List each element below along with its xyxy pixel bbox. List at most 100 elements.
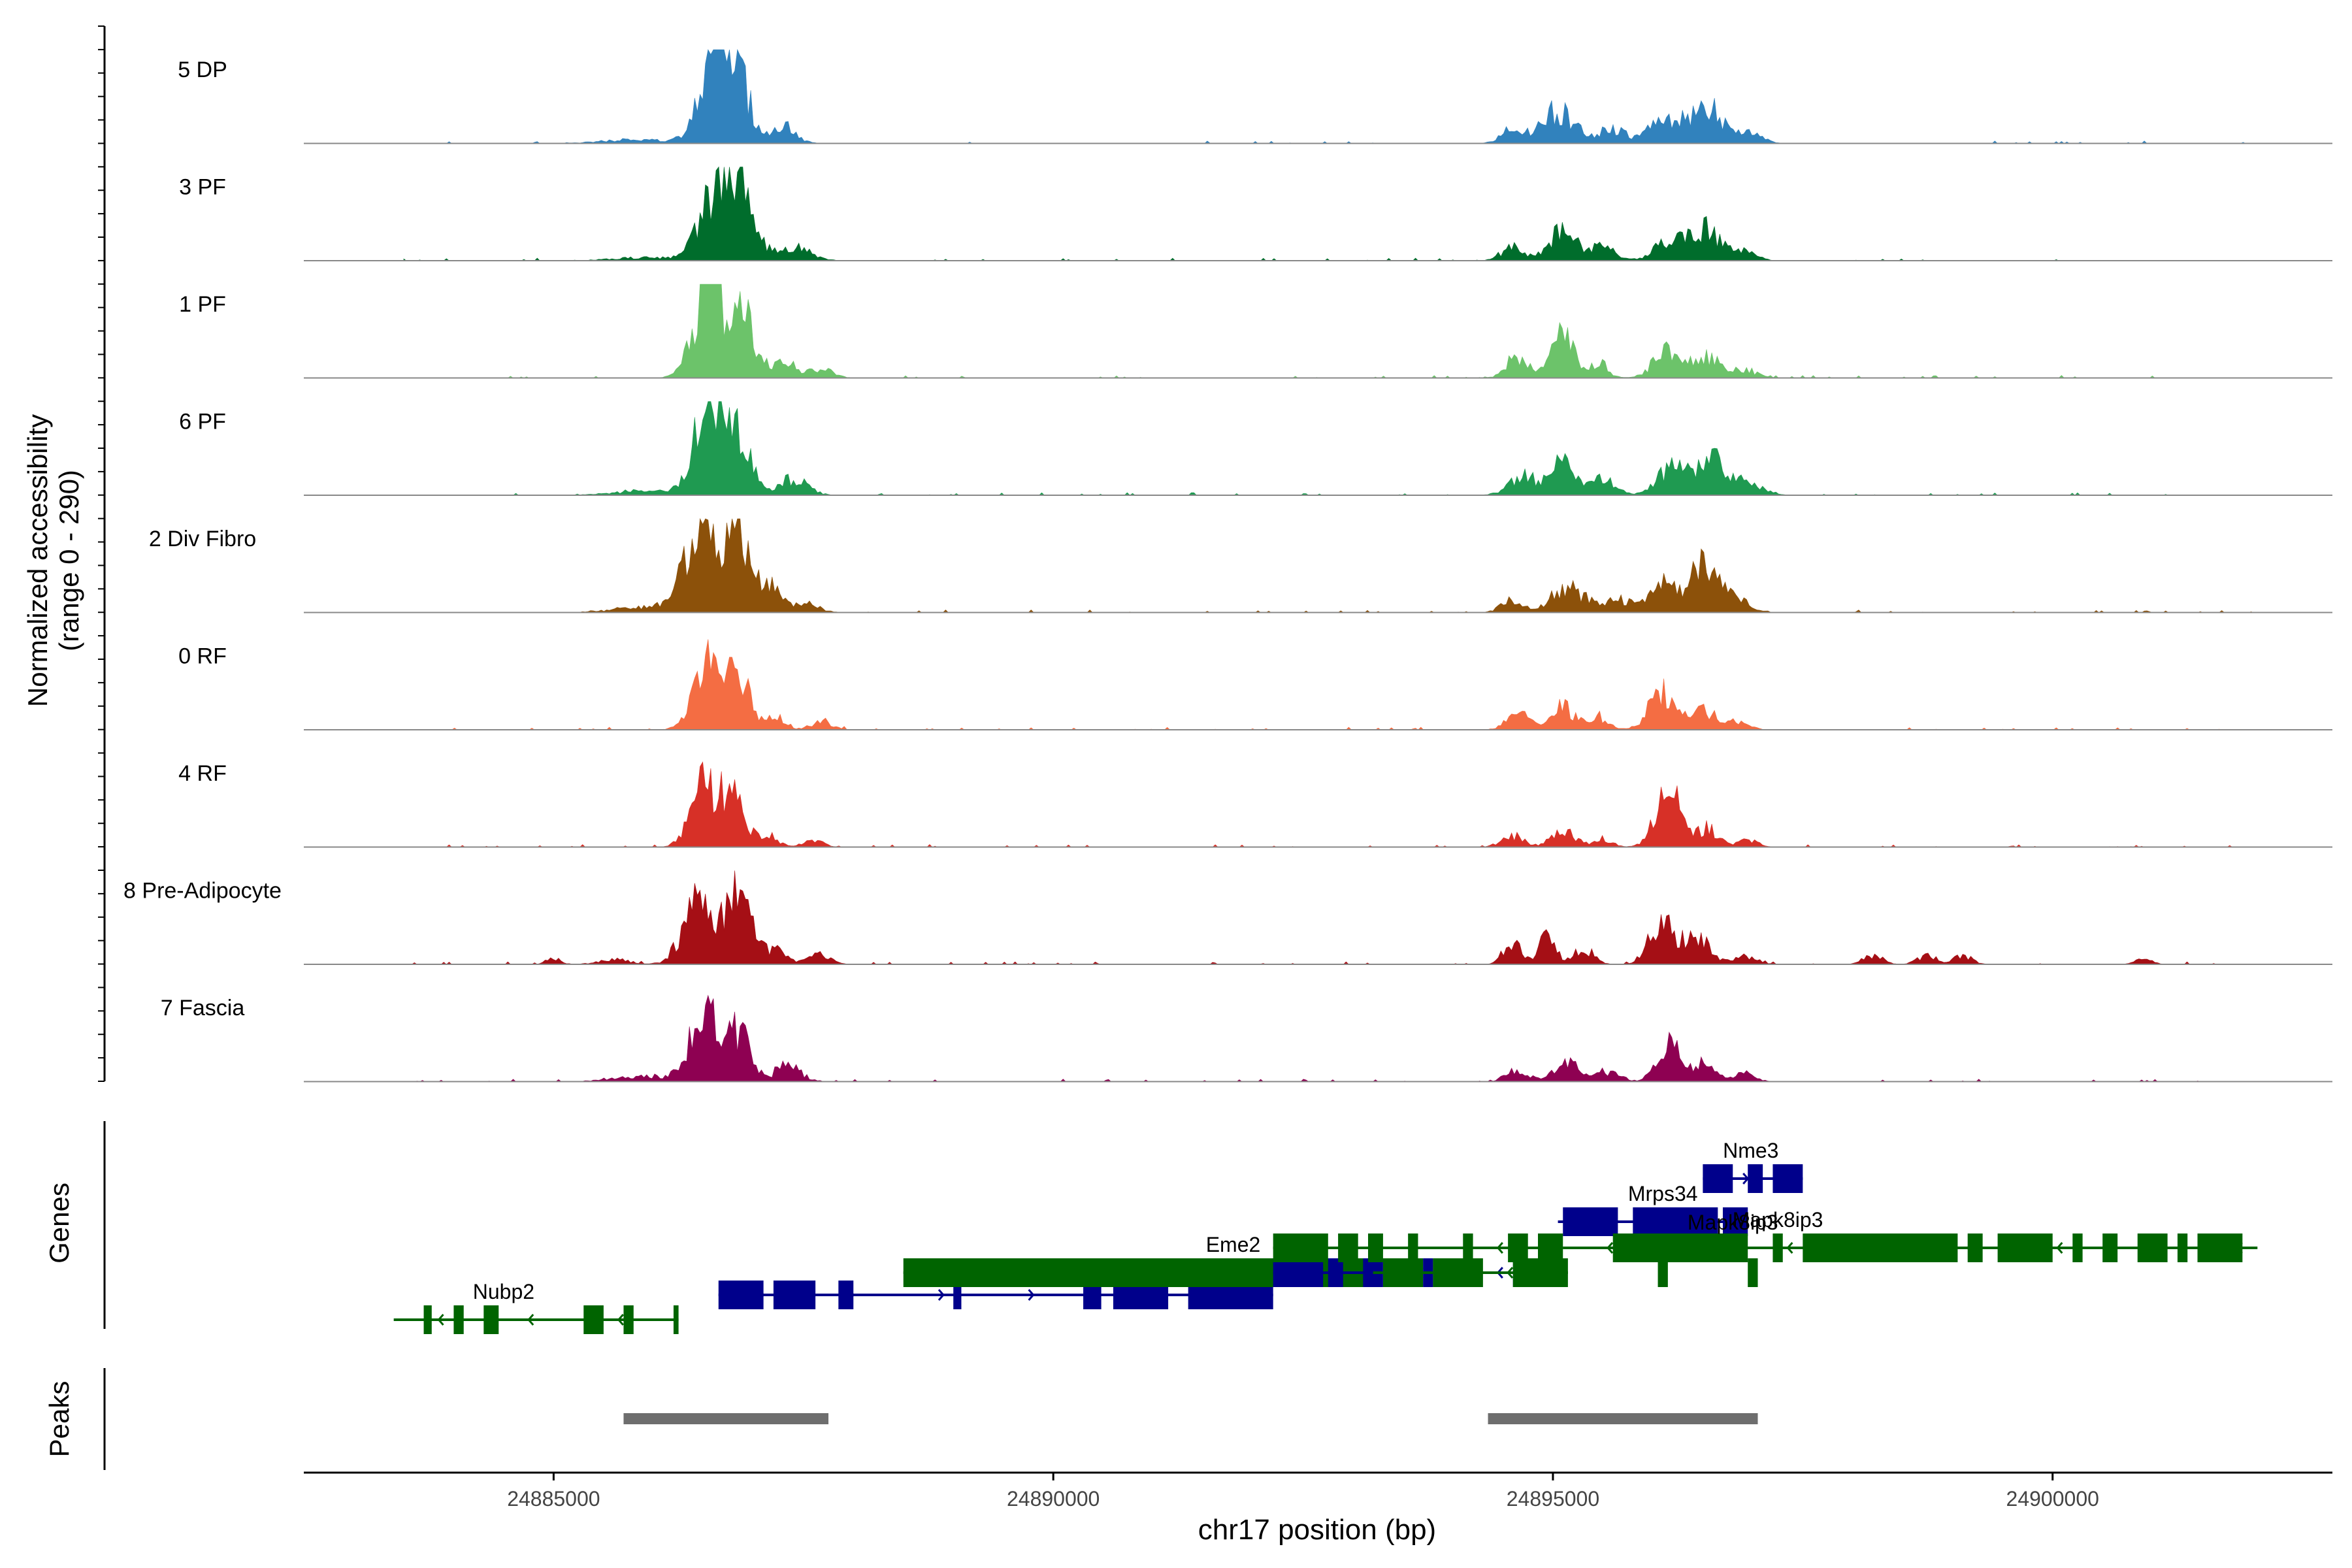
gene-exon bbox=[1563, 1207, 1618, 1236]
strand-arrow bbox=[938, 1289, 945, 1301]
track-label: 6 PF bbox=[179, 410, 226, 434]
gene-exon bbox=[1433, 1258, 1483, 1287]
gene-exon bbox=[2072, 1233, 2083, 1262]
coverage-tracks: 5 DP 3 PF 1 PF 6 PF 2 Div Fibro 0 RF 4 RF 8 Pre… bbox=[123, 48, 2332, 1083]
strand-arrow bbox=[2056, 1242, 2063, 1254]
peaks-track bbox=[103, 1368, 1758, 1470]
x-axis: 24885000 24890000 24895000 24900000 bbox=[98, 25, 2332, 1511]
gene-exon bbox=[953, 1281, 962, 1309]
track-5: 0 RF bbox=[178, 639, 2332, 730]
genes-track-label: Genes bbox=[44, 1183, 74, 1264]
gene-exon bbox=[773, 1281, 816, 1309]
y-axis-label: Normalized accessibility bbox=[22, 414, 53, 707]
gene-exon bbox=[1538, 1233, 1563, 1262]
gene-exon bbox=[1748, 1164, 1763, 1193]
gene-exon bbox=[1463, 1233, 1473, 1262]
track-label: 1 PF bbox=[179, 292, 226, 317]
x-tick-label: 24890000 bbox=[1007, 1487, 1100, 1511]
x-tick-label: 24900000 bbox=[2006, 1487, 2099, 1511]
gene-label: Mrps34 bbox=[1628, 1182, 1698, 1205]
gene-exon bbox=[1273, 1258, 1324, 1287]
gene-exon bbox=[838, 1281, 854, 1309]
x-tick-label: 24885000 bbox=[507, 1487, 600, 1511]
track-1: 3 PF bbox=[179, 166, 2332, 261]
gene-exon bbox=[1803, 1233, 1958, 1262]
gene-label: Mapk8ip3 bbox=[1688, 1211, 1778, 1234]
coverage-area bbox=[403, 994, 2273, 1082]
strand-arrow bbox=[1607, 1242, 1614, 1254]
gene-exon bbox=[1772, 1233, 1783, 1262]
gene-label: Mapk8ip3 bbox=[1733, 1208, 1823, 1232]
gene-exon bbox=[1772, 1164, 1803, 1193]
gene-mrps34: Mrps34 bbox=[1558, 1182, 1748, 1236]
gene-label: Eme2 bbox=[1206, 1233, 1261, 1256]
strand-arrow bbox=[1786, 1242, 1793, 1254]
track-3: 6 PF bbox=[179, 401, 2332, 496]
coverage-area bbox=[403, 761, 2273, 847]
gene-exon bbox=[1382, 1258, 1424, 1287]
peaks-track-label: Peaks bbox=[44, 1381, 74, 1458]
strand-arrow bbox=[1496, 1242, 1503, 1254]
track-label: 8 Pre-Adipocyte bbox=[123, 879, 282, 904]
track-label: 7 Fascia bbox=[161, 996, 245, 1021]
gene-exon bbox=[423, 1305, 432, 1334]
gene-mapk8ip3: Mapk8ip3 bbox=[1563, 1208, 2258, 1262]
gene-exon bbox=[1273, 1233, 1328, 1262]
gene-exon bbox=[1612, 1233, 1748, 1262]
gene-exon bbox=[623, 1305, 634, 1334]
coverage-area bbox=[403, 401, 2273, 496]
gene-label: Nme3 bbox=[1723, 1139, 1778, 1162]
strand-arrow bbox=[527, 1314, 534, 1326]
gene-exon bbox=[1748, 1258, 1758, 1287]
gene-exon bbox=[1703, 1164, 1733, 1193]
gene-exon bbox=[1633, 1207, 1718, 1236]
strand-arrow bbox=[1507, 1267, 1514, 1279]
peak-region bbox=[623, 1413, 829, 1424]
track-label: 0 RF bbox=[178, 644, 227, 669]
gene-exon bbox=[2102, 1233, 2118, 1262]
track-label: 4 RF bbox=[178, 761, 227, 786]
gene-exon bbox=[1997, 1233, 2053, 1262]
coverage-area bbox=[403, 870, 2273, 965]
peak-region bbox=[1488, 1413, 1758, 1424]
coverage-area bbox=[403, 48, 2273, 144]
gene-exon bbox=[1658, 1258, 1668, 1287]
gene-exon bbox=[1328, 1258, 1343, 1287]
gene-exon bbox=[1367, 1233, 1383, 1262]
gene-exon bbox=[2177, 1233, 2188, 1262]
coverage-area bbox=[403, 284, 2273, 378]
gene-exon bbox=[1408, 1233, 1418, 1262]
gene-label: Nubp2 bbox=[473, 1280, 534, 1303]
gene-exon bbox=[1338, 1233, 1358, 1262]
track-label: 2 Div Fibro bbox=[149, 527, 256, 551]
coverage-area bbox=[403, 166, 2273, 261]
track-8: 7 Fascia bbox=[161, 994, 2332, 1083]
gene-eme2 bbox=[1273, 1233, 1563, 1262]
track-0: 5 DP bbox=[178, 48, 2332, 144]
track-6: 4 RF bbox=[178, 761, 2332, 848]
genes-track: Nubp2Spsb3Eme2Mrps34Nme3Mapk8ip3Mapk8ip3 bbox=[103, 1121, 2258, 1334]
gene-exon bbox=[1722, 1207, 1748, 1236]
track-label: 3 PF bbox=[179, 175, 226, 200]
track-4: 2 Div Fibro bbox=[149, 517, 2332, 613]
strand-arrow bbox=[437, 1314, 444, 1326]
x-axis-title: chr17 position (bp) bbox=[1198, 1514, 1436, 1546]
coverage-area bbox=[403, 639, 2273, 730]
track-7: 8 Pre-Adipocyte bbox=[123, 870, 2332, 965]
x-tick-label: 24895000 bbox=[1507, 1487, 1599, 1511]
gene-exon bbox=[483, 1305, 499, 1334]
gene-exon bbox=[2197, 1233, 2243, 1262]
gene-exon bbox=[1508, 1233, 1528, 1262]
gene-exon bbox=[453, 1305, 464, 1334]
gene-exon bbox=[718, 1281, 764, 1309]
gene-exon bbox=[2137, 1233, 2168, 1262]
gene-nme3: Nme3 bbox=[1703, 1139, 1803, 1193]
gene-exon bbox=[583, 1305, 604, 1334]
y-axis-range-label: (range 0 - 290) bbox=[54, 470, 84, 651]
gene-exon bbox=[673, 1305, 679, 1334]
strand-arrow bbox=[617, 1314, 624, 1326]
gene-eme2 bbox=[1373, 1258, 1568, 1287]
coverage-area bbox=[403, 517, 2273, 613]
gene-exon bbox=[1967, 1233, 1983, 1262]
